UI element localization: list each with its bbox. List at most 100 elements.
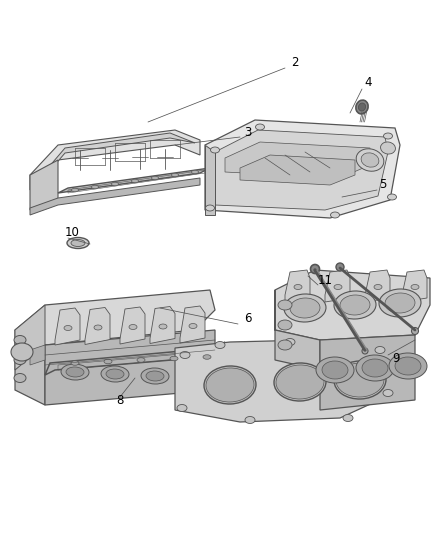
Polygon shape <box>225 142 370 178</box>
Ellipse shape <box>152 176 159 180</box>
Ellipse shape <box>334 361 386 399</box>
Ellipse shape <box>172 173 179 177</box>
Text: 11: 11 <box>318 273 332 287</box>
Ellipse shape <box>112 182 119 185</box>
Ellipse shape <box>276 365 324 399</box>
Ellipse shape <box>101 366 129 382</box>
Ellipse shape <box>141 368 169 384</box>
Ellipse shape <box>129 325 137 329</box>
Ellipse shape <box>205 205 215 211</box>
Polygon shape <box>30 178 200 215</box>
Ellipse shape <box>284 294 326 322</box>
Ellipse shape <box>311 264 319 273</box>
Ellipse shape <box>343 415 353 422</box>
Polygon shape <box>15 290 215 345</box>
Polygon shape <box>205 120 400 218</box>
Ellipse shape <box>215 342 225 349</box>
Ellipse shape <box>340 295 370 315</box>
Polygon shape <box>15 305 45 370</box>
Ellipse shape <box>331 212 339 218</box>
Ellipse shape <box>278 320 292 330</box>
Ellipse shape <box>361 153 379 167</box>
Ellipse shape <box>104 359 112 364</box>
Polygon shape <box>30 160 58 210</box>
Ellipse shape <box>191 170 198 174</box>
Text: 4: 4 <box>364 76 372 88</box>
Ellipse shape <box>159 324 167 329</box>
Ellipse shape <box>11 343 33 361</box>
Polygon shape <box>120 307 145 344</box>
Polygon shape <box>275 270 430 340</box>
Ellipse shape <box>106 369 124 379</box>
Ellipse shape <box>278 300 292 310</box>
Ellipse shape <box>204 366 256 404</box>
Ellipse shape <box>381 142 396 154</box>
Text: 10: 10 <box>64 225 79 238</box>
Polygon shape <box>150 306 175 343</box>
Text: 9: 9 <box>392 351 400 365</box>
Ellipse shape <box>375 346 385 353</box>
Ellipse shape <box>14 374 26 383</box>
Ellipse shape <box>203 355 211 359</box>
Polygon shape <box>42 133 195 180</box>
Polygon shape <box>58 168 210 193</box>
Ellipse shape <box>322 361 348 379</box>
Polygon shape <box>175 340 390 422</box>
Ellipse shape <box>92 185 99 189</box>
Text: 8: 8 <box>117 393 124 407</box>
Ellipse shape <box>356 100 368 114</box>
Ellipse shape <box>14 356 26 365</box>
Ellipse shape <box>388 194 396 200</box>
Text: 2: 2 <box>291 55 299 69</box>
Ellipse shape <box>71 361 79 365</box>
Ellipse shape <box>334 291 376 319</box>
Ellipse shape <box>290 298 320 318</box>
Ellipse shape <box>334 285 342 289</box>
Polygon shape <box>365 270 390 302</box>
Ellipse shape <box>137 358 145 362</box>
Ellipse shape <box>131 179 138 183</box>
Polygon shape <box>240 155 355 185</box>
Ellipse shape <box>66 367 84 377</box>
Ellipse shape <box>362 348 368 354</box>
Ellipse shape <box>294 285 302 289</box>
Polygon shape <box>320 335 415 410</box>
Polygon shape <box>402 270 427 302</box>
Ellipse shape <box>358 103 366 111</box>
Ellipse shape <box>61 364 89 380</box>
Ellipse shape <box>278 340 292 350</box>
Ellipse shape <box>379 289 421 317</box>
Ellipse shape <box>383 390 393 397</box>
Ellipse shape <box>71 188 78 192</box>
Ellipse shape <box>14 335 26 344</box>
Polygon shape <box>85 308 110 344</box>
Ellipse shape <box>189 324 197 328</box>
Ellipse shape <box>94 325 102 330</box>
Ellipse shape <box>67 238 89 248</box>
Polygon shape <box>215 130 388 210</box>
Ellipse shape <box>211 147 219 153</box>
Ellipse shape <box>356 149 384 171</box>
Ellipse shape <box>411 285 419 289</box>
Text: 6: 6 <box>244 311 252 325</box>
Polygon shape <box>275 290 320 370</box>
Ellipse shape <box>245 416 255 424</box>
Ellipse shape <box>411 327 418 335</box>
Ellipse shape <box>395 357 421 375</box>
Polygon shape <box>55 308 80 345</box>
Polygon shape <box>285 270 310 302</box>
Ellipse shape <box>316 357 354 383</box>
Ellipse shape <box>177 405 187 411</box>
Ellipse shape <box>64 326 72 330</box>
Polygon shape <box>30 130 200 190</box>
Ellipse shape <box>146 371 164 381</box>
Ellipse shape <box>255 124 265 130</box>
Ellipse shape <box>362 359 388 377</box>
Ellipse shape <box>274 363 326 401</box>
Ellipse shape <box>389 353 427 379</box>
Polygon shape <box>45 342 225 375</box>
Polygon shape <box>45 330 215 405</box>
Ellipse shape <box>385 293 415 313</box>
Ellipse shape <box>356 355 394 381</box>
Ellipse shape <box>71 239 85 246</box>
